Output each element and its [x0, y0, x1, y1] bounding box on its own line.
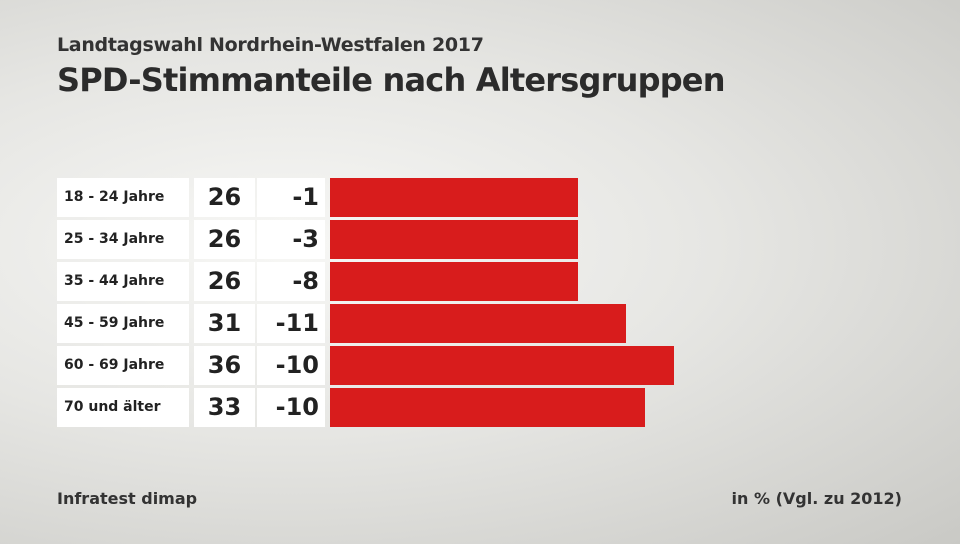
bar — [330, 346, 674, 385]
value-label: 26 — [194, 220, 255, 259]
change-label: -10 — [257, 346, 325, 385]
bar — [330, 178, 578, 217]
value-label: 26 — [194, 262, 255, 301]
change-label: -1 — [257, 178, 325, 217]
chart-row: 60 - 69 Jahre 36 -10 — [57, 346, 757, 385]
category-label: 60 - 69 Jahre — [57, 346, 189, 385]
unit-label: in % (Vgl. zu 2012) — [731, 489, 902, 508]
category-label: 70 und älter — [57, 388, 189, 427]
value-label: 31 — [194, 304, 255, 343]
bar-chart: 18 - 24 Jahre 26 -1 25 - 34 Jahre 26 -3 35 - 4… — [57, 178, 757, 430]
chart-subtitle: Landtagswahl Nordrhein-Westfalen 2017 — [57, 34, 484, 56]
change-label: -10 — [257, 388, 325, 427]
category-label: 35 - 44 Jahre — [57, 262, 189, 301]
change-label: -11 — [257, 304, 325, 343]
value-label: 33 — [194, 388, 255, 427]
bar — [330, 388, 645, 427]
change-label: -8 — [257, 262, 325, 301]
chart-row: 45 - 59 Jahre 31 -11 — [57, 304, 757, 343]
chart-header: Landtagswahl Nordrhein-Westfalen 2017 SP… — [57, 34, 726, 99]
category-label: 25 - 34 Jahre — [57, 220, 189, 259]
chart-row: 25 - 34 Jahre 26 -3 — [57, 220, 757, 259]
change-label: -3 — [257, 220, 325, 259]
source-label: Infratest dimap — [57, 489, 198, 508]
bar — [330, 262, 578, 301]
value-label: 36 — [194, 346, 255, 385]
bar — [330, 304, 626, 343]
category-label: 45 - 59 Jahre — [57, 304, 189, 343]
chart-row: 18 - 24 Jahre 26 -1 — [57, 178, 757, 217]
chart-title: SPD-Stimmanteile nach Altersgruppen — [57, 61, 726, 99]
value-label: 26 — [194, 178, 255, 217]
bar — [330, 220, 578, 259]
category-label: 18 - 24 Jahre — [57, 178, 189, 217]
chart-row: 70 und älter 33 -10 — [57, 388, 757, 427]
chart-row: 35 - 44 Jahre 26 -8 — [57, 262, 757, 301]
